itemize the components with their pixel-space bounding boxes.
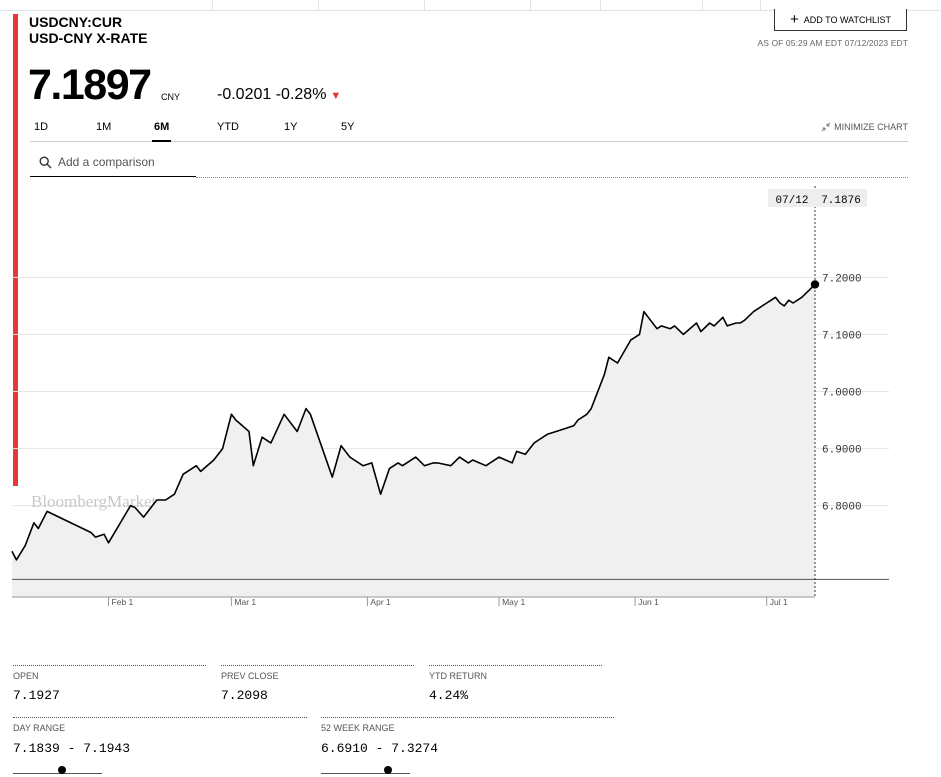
x-tick-label: Feb 1 — [112, 597, 134, 607]
chart-top-divider — [196, 177, 908, 178]
x-tick-label: Apr 1 — [370, 597, 391, 607]
security-name: USD-CNY X-RATE — [29, 30, 148, 46]
minimize-label: MINIMIZE CHART — [834, 122, 908, 132]
watchlist-label: ADD TO WATCHLIST — [803, 14, 891, 25]
day-range-track — [13, 773, 102, 774]
stat-divider — [321, 717, 614, 718]
change-value: -0.0201 — [217, 86, 272, 103]
x-tick-label: Jun 1 — [638, 597, 659, 607]
prev-close-label: PREV CLOSE — [221, 671, 279, 681]
tooltip-date: 07/12 — [775, 195, 808, 207]
day-range-marker — [57, 766, 66, 774]
y-tick-label: 7.0000 — [822, 388, 862, 400]
day-range-label: DAY RANGE — [13, 723, 66, 733]
chart-watermark: BloombergMarkets — [31, 492, 163, 511]
week52-range-track — [321, 773, 410, 774]
price-line — [11, 283, 816, 561]
range-1d[interactable]: 1D — [34, 121, 49, 133]
comparison-search[interactable]: Add a comparison — [30, 148, 196, 177]
change-percent: -0.28% — [275, 86, 327, 103]
open-label: OPEN — [13, 671, 39, 681]
add-to-watchlist-button[interactable]: + ADD TO WATCHLIST — [774, 9, 907, 31]
as-of-timestamp: AS OF 05:29 AM EDT 07/12/2023 EDT — [757, 38, 908, 48]
search-icon — [39, 155, 52, 168]
price-area-fill — [12, 284, 815, 597]
range-tabs: 1D 1M 6M YTD 1Y 5Y MINIMIZE CHART — [30, 121, 908, 142]
range-ytd[interactable]: YTD — [217, 121, 239, 133]
price-chart[interactable]: BloombergMarkets 07/12 7.1876 7.2000 7.10… — [0, 180, 941, 610]
x-tick-label: Mar 1 — [234, 597, 256, 607]
prev-close-value: 7.2098 — [221, 688, 268, 703]
comparison-placeholder: Add a comparison — [58, 155, 155, 169]
accent-bar — [13, 14, 18, 486]
stat-divider — [429, 665, 602, 666]
tooltip-value: 7.1876 — [821, 195, 861, 207]
x-tick-label: Jul 1 — [770, 597, 788, 607]
y-tick-label: 7.2000 — [822, 273, 862, 285]
price-currency: CNY — [161, 92, 181, 102]
ticker-symbol: USDCNY:CUR — [29, 14, 123, 30]
range-1y[interactable]: 1Y — [284, 121, 298, 133]
open-value: 7.1927 — [13, 688, 60, 703]
stat-divider — [13, 665, 206, 666]
week52-range-label: 52 WEEK RANGE — [321, 723, 395, 733]
last-price: 7.1897 — [28, 61, 152, 109]
ytd-return-label: YTD RETURN — [429, 671, 487, 681]
range-5y[interactable]: 5Y — [341, 121, 355, 133]
week52-range-marker — [383, 766, 392, 774]
plus-icon: + — [790, 11, 799, 28]
price-change: -0.0201 -0.28% ▼ — [217, 86, 341, 104]
last-price-marker — [810, 280, 820, 289]
range-6m[interactable]: 6M — [152, 121, 172, 142]
down-arrow-icon: ▼ — [330, 90, 342, 102]
range-1m[interactable]: 1M — [96, 121, 112, 133]
y-tick-label: 6.9000 — [822, 445, 862, 457]
week52-range-value: 6.6910 - 7.3274 — [321, 741, 439, 756]
ytd-return-value: 4.24% — [429, 688, 469, 703]
top-nav-strip — [0, 0, 941, 11]
minimize-icon — [821, 122, 831, 132]
stat-divider — [221, 665, 414, 666]
y-tick-label: 7.1000 — [822, 330, 862, 342]
crosshair-tooltip: 07/12 7.1876 — [768, 189, 867, 207]
stat-divider — [13, 717, 307, 718]
minimize-chart-button[interactable]: MINIMIZE CHART — [821, 122, 908, 132]
y-tick-label: 6.8000 — [822, 502, 862, 514]
x-tick-label: May 1 — [502, 597, 525, 607]
day-range-value: 7.1839 - 7.1943 — [13, 741, 131, 756]
